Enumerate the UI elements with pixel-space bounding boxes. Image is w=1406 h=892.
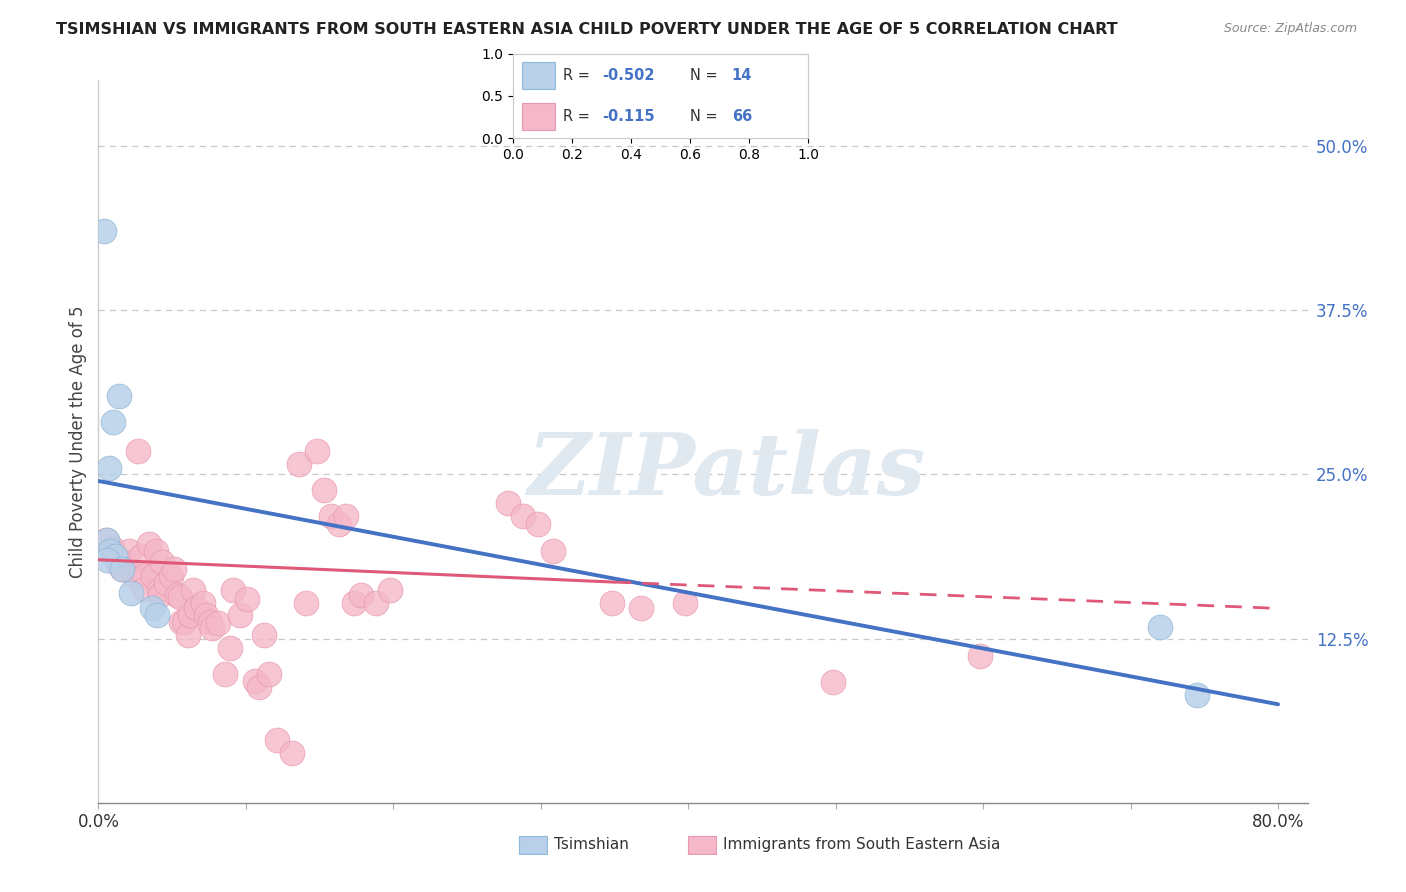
Point: [181, 582, 204, 597]
Point: [214, 667, 236, 681]
Point: [288, 457, 311, 471]
Point: [118, 543, 141, 558]
Point: [184, 601, 207, 615]
Point: [821, 675, 844, 690]
Point: [104, 549, 127, 563]
Point: [138, 537, 160, 551]
Point: [1149, 620, 1171, 634]
Y-axis label: Child Poverty Under the Age of 5: Child Poverty Under the Age of 5: [69, 305, 87, 578]
Point: [200, 615, 222, 629]
Point: [177, 627, 200, 641]
Point: [146, 607, 169, 622]
Point: [328, 517, 350, 532]
Point: [295, 596, 318, 610]
Point: [350, 588, 373, 602]
Point: [169, 590, 191, 604]
Point: [107, 557, 129, 571]
Point: [98, 543, 121, 558]
Point: [148, 582, 170, 597]
Point: [129, 549, 152, 563]
Point: [179, 607, 201, 622]
Point: [229, 607, 252, 622]
Point: [166, 588, 188, 602]
Text: N =: N =: [690, 109, 723, 124]
Point: [236, 592, 259, 607]
Point: [141, 601, 163, 615]
Point: [134, 568, 156, 582]
Text: Source: ZipAtlas.com: Source: ZipAtlas.com: [1223, 22, 1357, 36]
Point: [305, 443, 328, 458]
Point: [97, 543, 120, 558]
Point: [243, 673, 266, 688]
Point: [266, 732, 288, 747]
Text: Tsimshian: Tsimshian: [554, 838, 628, 852]
Point: [335, 509, 357, 524]
Text: 14: 14: [731, 68, 752, 83]
Point: [630, 601, 652, 615]
Point: [342, 596, 364, 610]
Point: [201, 621, 224, 635]
Point: [498, 496, 520, 510]
Point: [134, 582, 156, 596]
Point: [541, 543, 564, 558]
Point: [159, 568, 181, 582]
Point: [280, 746, 302, 760]
Text: -0.115: -0.115: [602, 109, 654, 124]
Text: R =: R =: [564, 68, 595, 83]
Text: TSIMSHIAN VS IMMIGRANTS FROM SOUTH EASTERN ASIA CHILD POVERTY UNDER THE AGE OF 5: TSIMSHIAN VS IMMIGRANTS FROM SOUTH EASTE…: [56, 22, 1118, 37]
Point: [96, 553, 118, 567]
Point: [600, 596, 623, 610]
Point: [101, 415, 124, 429]
Point: [207, 615, 229, 630]
Point: [111, 562, 134, 576]
Point: [97, 460, 120, 475]
Point: [673, 596, 696, 610]
Point: [100, 541, 122, 555]
Point: [191, 596, 214, 610]
Point: [195, 607, 218, 622]
Point: [162, 562, 184, 576]
FancyBboxPatch shape: [522, 103, 554, 130]
Point: [96, 533, 118, 547]
Point: [173, 615, 195, 629]
Text: R =: R =: [564, 109, 599, 124]
Point: [120, 585, 142, 599]
Text: ZIPatlas: ZIPatlas: [529, 429, 927, 512]
Point: [247, 680, 270, 694]
Point: [364, 596, 387, 610]
Point: [1185, 688, 1208, 702]
Text: Immigrants from South Eastern Asia: Immigrants from South Eastern Asia: [723, 838, 1000, 852]
Point: [221, 582, 243, 597]
FancyBboxPatch shape: [519, 836, 547, 854]
Text: -0.502: -0.502: [602, 68, 654, 83]
Point: [312, 483, 335, 497]
Point: [252, 627, 274, 641]
Point: [115, 555, 138, 569]
Point: [969, 648, 991, 663]
Point: [149, 588, 172, 602]
FancyBboxPatch shape: [688, 836, 716, 854]
Point: [142, 568, 165, 582]
Point: [155, 576, 177, 591]
Point: [170, 615, 193, 629]
Point: [93, 224, 115, 238]
Point: [94, 533, 117, 547]
Point: [104, 549, 127, 563]
Point: [321, 509, 343, 524]
Point: [122, 568, 145, 582]
Point: [527, 517, 550, 532]
Point: [512, 509, 534, 524]
FancyBboxPatch shape: [522, 62, 554, 89]
Point: [259, 667, 281, 681]
Point: [150, 555, 173, 569]
Point: [108, 388, 131, 402]
Point: [127, 443, 149, 458]
Point: [145, 543, 167, 558]
Point: [380, 582, 402, 597]
Text: 66: 66: [731, 109, 752, 124]
Point: [111, 562, 134, 576]
Text: N =: N =: [690, 68, 723, 83]
Point: [218, 640, 240, 655]
